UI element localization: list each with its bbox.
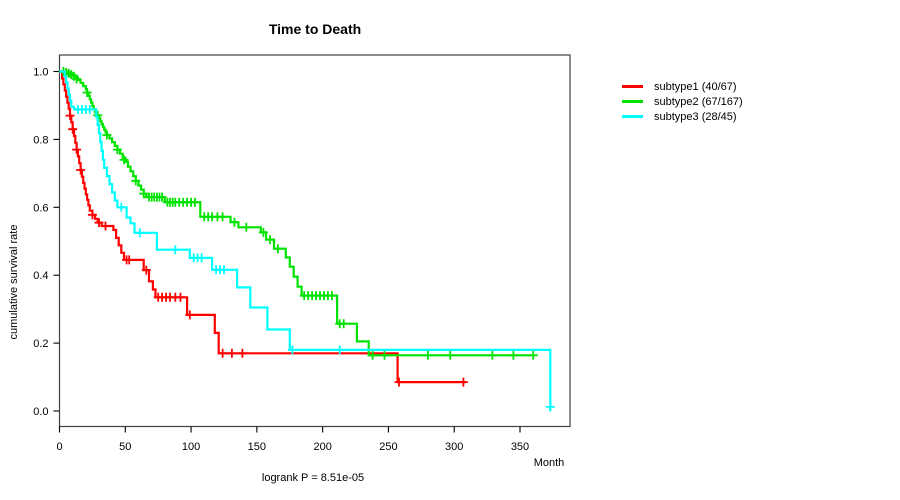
y-tick-label: 0.4 [33,270,48,282]
x-tick-label: 200 [313,441,331,453]
censor-mark-subtype3 [335,345,345,355]
censor-mark-subtype2 [72,74,82,84]
x-tick-label: 150 [248,441,266,453]
censor-mark-subtype1 [237,348,247,358]
censor-mark-subtype2 [508,350,518,360]
censor-mark-subtype1 [458,377,468,387]
censor-mark-subtype3 [116,202,126,212]
censor-mark-subtype3 [170,245,180,255]
legend-line-subtype2 [622,100,643,103]
y-axis-label: cumulative survival rate [8,224,20,340]
legend: subtype1 (40/67) subtype2 (67/167) subty… [622,79,743,124]
censor-mark-subtype2 [528,350,538,360]
censor-mark-subtype3 [85,105,95,114]
censor-mark-subtype2 [157,192,167,202]
legend-label-subtype1: subtype1 (40/67) [654,80,737,93]
censor-mark-subtype1 [218,348,228,358]
y-tick-label: 0.6 [33,202,48,214]
censor-mark-subtype2 [327,291,337,301]
x-tick-label: 0 [56,441,62,453]
censor-mark-subtype2 [258,227,268,237]
y-tick-label: 0.2 [33,338,48,350]
censor-mark-subtype1 [76,165,86,175]
y-tick-label: 0.0 [33,406,48,418]
censor-mark-subtype2 [339,319,349,329]
chart-title: Time to Death [268,21,362,37]
censor-mark-subtype2 [265,235,275,245]
y-tick-label: 1.0 [33,67,48,79]
censor-mark-subtype3 [219,265,229,275]
censor-mark-subtype2 [241,222,251,232]
censor-mark-subtype2 [131,176,141,186]
y-tick-label: 0.8 [33,134,48,146]
legend-item-subtype3: subtype3 (28/45) [622,109,743,124]
censor-mark-subtype3 [135,228,145,238]
survival-curve-subtype1 [59,70,467,384]
censor-mark-subtype2 [273,244,283,254]
censor-mark-subtype2 [102,130,112,140]
censor-mark-subtype1 [65,111,75,121]
x-tick-label: 100 [182,441,200,453]
censor-mark-subtype2 [368,350,378,360]
x-tick-label: 50 [119,441,131,453]
legend-label-subtype3: subtype3 (28/45) [654,110,737,123]
censor-mark-subtype1 [141,265,151,275]
censor-mark-subtype1 [185,310,195,320]
censor-mark-subtype2 [190,197,200,207]
censor-mark-subtype2 [82,88,92,97]
legend-label-subtype2: subtype2 (67/167) [654,95,743,108]
censor-mark-subtype2 [218,212,228,222]
censor-mark-subtype3 [545,402,555,412]
logrank-pvalue-text: logrank P = 8.51e-05 [261,472,365,484]
censor-mark-subtype2 [487,350,497,360]
x-tick-label: 300 [445,441,463,453]
censor-mark-subtype2 [423,350,433,360]
censor-mark-subtype1 [68,124,78,134]
plot-box [58,54,571,428]
legend-line-subtype1 [622,85,643,88]
survival-curve-subtype3 [59,70,552,411]
censor-mark-subtype3 [287,345,297,355]
censor-mark-subtype1 [176,292,185,302]
censor-mark-subtype3 [197,253,207,263]
censor-mark-subtype1 [227,348,237,358]
censor-mark-subtype2 [445,350,455,360]
censor-mark-subtype2 [380,350,389,360]
censor-mark-subtype1 [87,210,97,220]
legend-item-subtype1: subtype1 (40/67) [622,79,743,94]
censor-mark-subtype2 [230,217,239,227]
legend-item-subtype2: subtype2 (67/167) [622,94,743,109]
x-axis-label: Month [533,457,565,469]
x-tick-label: 350 [511,441,529,453]
x-tick-label: 250 [379,441,397,453]
censor-mark-subtype1 [94,218,104,228]
censor-mark-subtype1 [101,221,110,231]
censor-mark-subtype2 [112,145,122,155]
censor-mark-subtype1 [72,145,82,155]
legend-line-subtype3 [622,115,643,118]
censor-mark-subtype2 [139,189,149,199]
censor-mark-subtype2 [119,155,129,165]
censor-mark-subtype1 [124,255,134,265]
survival-curve-subtype2 [59,70,535,357]
censor-mark-subtype1 [394,377,404,387]
